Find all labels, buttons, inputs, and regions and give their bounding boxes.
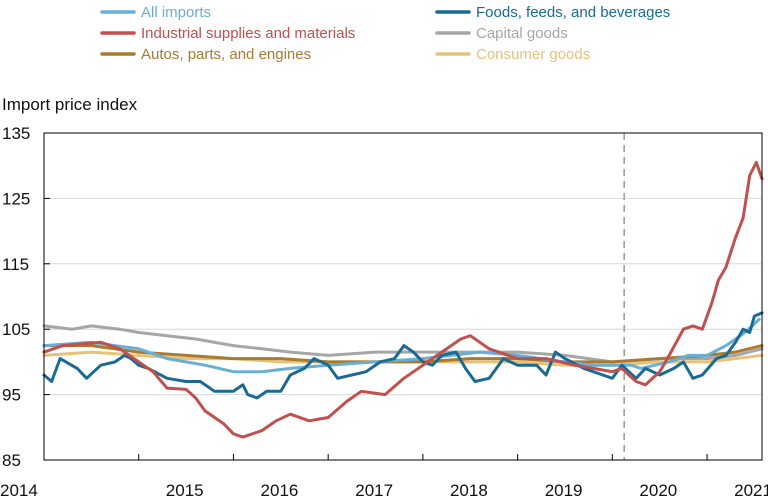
series-line-all-imports [42,317,761,374]
legend-label: Industrial supplies and materials [141,25,355,42]
legend-label: Consumer goods [476,46,590,63]
y-tick-label: 105 [2,320,30,339]
x-tick-label: 2014 [0,481,38,500]
x-tick-label: 2021 [734,481,768,500]
y-tick-label: 95 [2,386,21,405]
x-tick-label: 2020 [639,481,677,500]
y-tick-label: 125 [2,189,30,208]
legend-item-autos-parts-and-engines: Autos, parts, and engines [100,46,311,63]
legend-label: Capital goods [476,25,568,42]
series-line-industrial-supplies-and-materials [42,160,764,439]
x-axis-ticks: 2014 2015 2016 2017 2018 2019 2020 2021 [0,454,768,500]
legend-item-consumer-goods: Consumer goods [435,46,590,63]
series-lines [42,160,764,439]
y-tick-label: 135 [2,124,30,143]
legend-item-capital-goods: Capital goods [435,25,568,42]
legend-label: All imports [141,4,211,21]
legend: All imports Industrial supplies and mater… [100,4,670,63]
y-tick-label: 115 [2,255,29,274]
y-tick-label: 85 [2,451,21,470]
x-tick-label: 2016 [261,481,299,500]
x-tick-label: 2019 [545,481,583,500]
plot-frame [43,132,763,461]
legend-item-foods-feeds-and-beverages: Foods, feeds, and beverages [435,4,670,21]
legend-item-industrial-supplies-and-materials: Industrial supplies and materials [100,25,355,42]
x-tick-label: 2015 [166,481,204,500]
y-axis-ticks: 85 95 105 115 125 135 [2,124,50,470]
gridlines [44,197,762,396]
x-tick-label: 2017 [355,481,393,500]
legend-label: Foods, feeds, and beverages [476,4,670,21]
x-tick-label: 2018 [450,481,488,500]
legend-label: Autos, parts, and engines [141,46,311,63]
legend-item-all-imports: All imports [100,4,211,21]
y-axis-label: Import price index [2,95,138,114]
